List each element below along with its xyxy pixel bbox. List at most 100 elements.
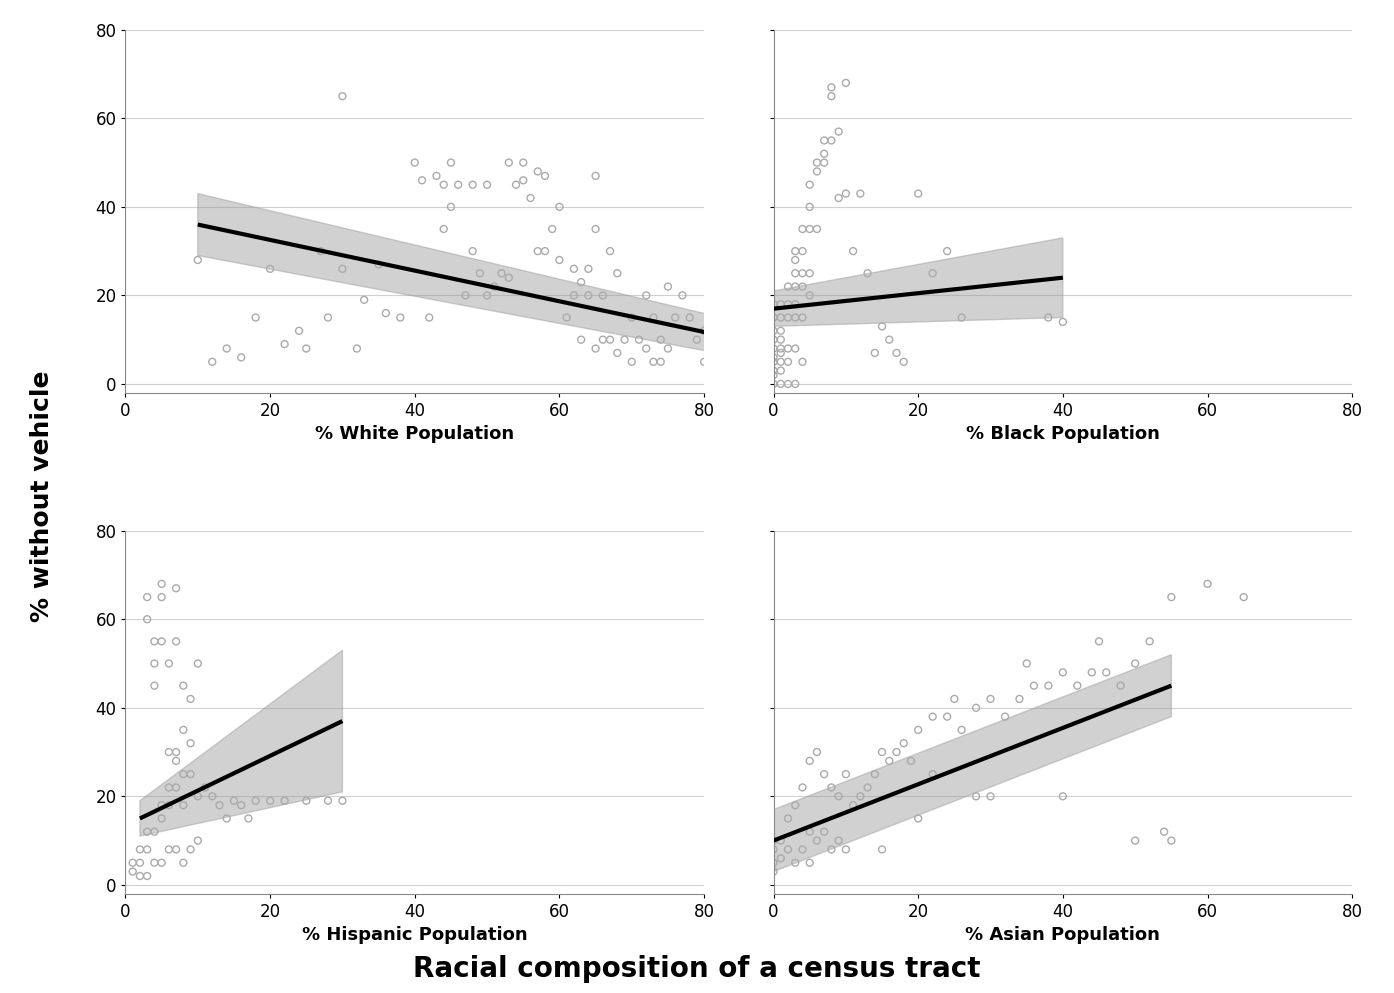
Point <box>980 788 1002 804</box>
Point <box>187 788 209 804</box>
Point <box>769 341 792 356</box>
Point <box>650 332 672 348</box>
Point <box>921 767 944 782</box>
Point <box>835 767 857 782</box>
Point <box>763 833 785 849</box>
Point <box>244 792 266 808</box>
Point <box>907 186 930 202</box>
Point <box>792 265 814 281</box>
Point <box>151 589 173 605</box>
Point <box>498 155 520 171</box>
Point <box>309 243 332 259</box>
Point <box>776 296 799 312</box>
Point <box>620 310 643 326</box>
Point <box>599 243 622 259</box>
Point <box>679 310 701 326</box>
Point <box>1008 691 1030 707</box>
Point <box>707 354 729 369</box>
Point <box>828 190 850 206</box>
Point <box>769 323 792 339</box>
Point <box>461 243 484 259</box>
Point <box>1087 634 1110 649</box>
Point <box>792 354 814 369</box>
Point <box>864 767 887 782</box>
Point <box>783 265 806 281</box>
Point <box>425 168 447 184</box>
Point <box>769 833 792 849</box>
Point <box>783 855 806 871</box>
Point <box>475 177 498 193</box>
Point <box>763 354 785 369</box>
Point <box>935 709 958 725</box>
Point <box>505 177 527 193</box>
Point <box>201 788 223 804</box>
Point <box>650 354 672 369</box>
Point <box>899 753 921 769</box>
Point <box>799 265 821 281</box>
Point <box>216 341 238 356</box>
Text: % without vehicle: % without vehicle <box>29 370 54 623</box>
Point <box>158 744 180 760</box>
Point <box>1023 677 1046 693</box>
X-axis label: % Black Population: % Black Population <box>966 425 1160 443</box>
Polygon shape <box>774 238 1062 327</box>
Point <box>951 310 973 326</box>
Point <box>980 691 1002 707</box>
Point <box>864 345 887 360</box>
Point <box>1232 589 1255 605</box>
Point <box>577 287 599 303</box>
Point <box>1016 655 1039 671</box>
Point <box>871 319 894 335</box>
Point <box>935 243 958 259</box>
Point <box>296 341 318 356</box>
Point <box>769 850 792 866</box>
Point <box>164 634 187 649</box>
Point <box>842 243 864 259</box>
Point <box>828 788 850 804</box>
Point <box>208 797 230 813</box>
Point <box>187 833 209 849</box>
Point <box>792 780 814 795</box>
Point <box>871 841 894 857</box>
Point <box>783 279 806 295</box>
Point <box>137 841 159 857</box>
Point <box>332 88 354 104</box>
Point <box>173 767 195 782</box>
Point <box>230 797 252 813</box>
Point <box>468 265 491 281</box>
Point <box>776 376 799 392</box>
Point <box>776 810 799 826</box>
Point <box>411 173 434 189</box>
Point <box>1037 677 1059 693</box>
Point <box>520 190 542 206</box>
Point <box>173 677 195 693</box>
Point <box>439 199 461 214</box>
Point <box>763 310 785 326</box>
Point <box>763 376 785 392</box>
Point <box>194 780 216 795</box>
Point <box>128 868 151 884</box>
Point <box>1051 788 1073 804</box>
Point <box>432 177 454 193</box>
Point <box>776 310 799 326</box>
Point <box>541 221 563 237</box>
Point <box>563 261 585 277</box>
Point <box>820 841 842 857</box>
Point <box>491 265 513 281</box>
Point <box>799 753 821 769</box>
Point <box>763 367 785 383</box>
Point <box>527 164 549 180</box>
Point <box>686 332 708 348</box>
Point <box>643 310 665 326</box>
Point <box>769 345 792 360</box>
Point <box>128 855 151 871</box>
Point <box>296 792 318 808</box>
Point <box>783 341 806 356</box>
Point <box>151 797 173 813</box>
Point <box>769 296 792 312</box>
Point <box>792 841 814 857</box>
Point <box>432 221 454 237</box>
Point <box>792 243 814 259</box>
Point <box>534 243 556 259</box>
Point <box>722 362 744 378</box>
